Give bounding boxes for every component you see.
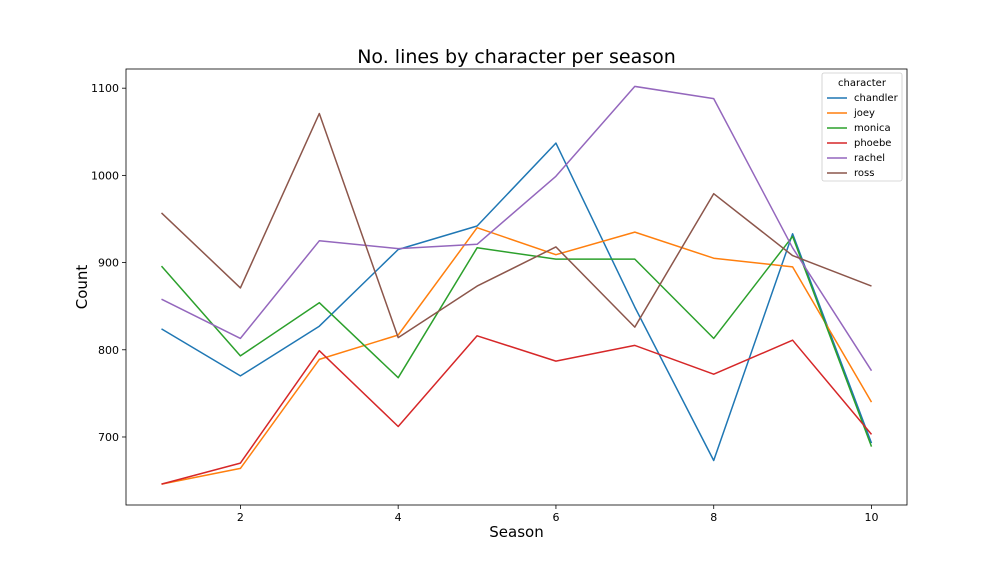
- y-tick-label: 1100: [91, 82, 119, 95]
- legend-label-rachel: rachel: [854, 153, 885, 164]
- x-tick-label: 8: [710, 511, 717, 524]
- series-line-monica: [160, 235, 873, 447]
- x-axis-label: Season: [489, 523, 543, 541]
- x-tick-label: 2: [237, 511, 244, 524]
- legend: character chandler joey monica phoebe rachel r…: [821, 72, 903, 182]
- y-tick-label: 700: [98, 431, 119, 444]
- plot-area: 2 4 6 8 10 700 800 900 1000 1100: [91, 68, 908, 524]
- legend-label-chandler: chandler: [854, 93, 899, 104]
- legend-label-monica: monica: [854, 123, 891, 134]
- legend-label-joey: joey: [853, 108, 875, 119]
- series-line-rachel: [161, 85, 873, 372]
- x-tick-label: 6: [552, 511, 559, 524]
- y-tick-label: 800: [98, 344, 119, 357]
- chart-title: No. lines by character per season: [357, 46, 676, 68]
- series-line-chandler: [161, 142, 873, 462]
- legend-box: [821, 72, 903, 182]
- plot-frame: [125, 68, 908, 506]
- legend-label-phoebe: phoebe: [854, 138, 891, 149]
- legend-title: character: [838, 78, 887, 89]
- x-tick-label: 4: [395, 511, 402, 524]
- x-tick-label: 10: [865, 511, 879, 524]
- y-tick-label: 1000: [91, 169, 119, 182]
- series-line-joey: [161, 226, 873, 485]
- series-line-phoebe: [161, 335, 873, 485]
- series-line-ross: [160, 112, 872, 339]
- y-axis-label: Count: [73, 265, 91, 310]
- y-tick-label: 900: [98, 257, 119, 270]
- legend-label-ross: ross: [854, 168, 874, 179]
